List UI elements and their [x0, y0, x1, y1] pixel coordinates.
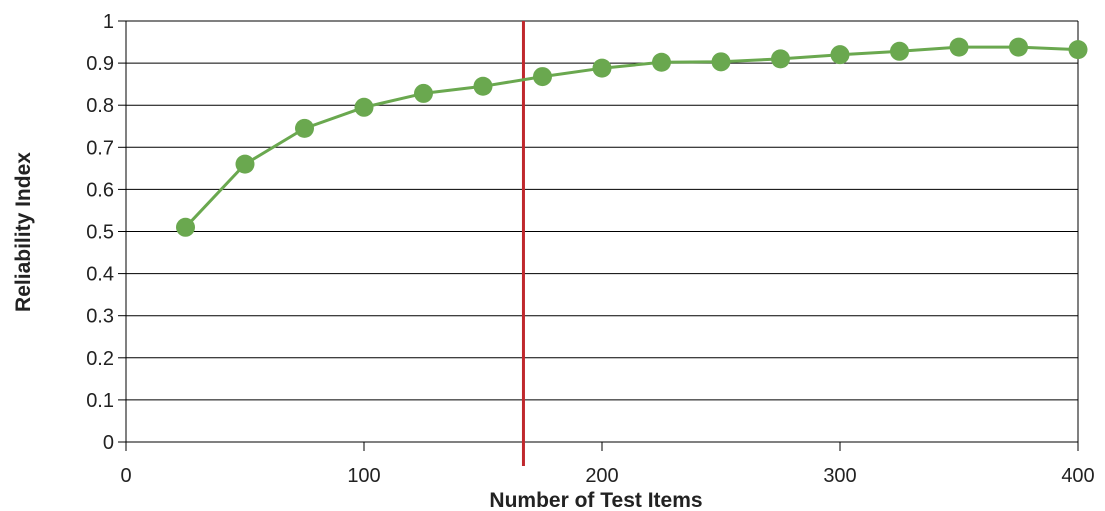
data-point [652, 52, 671, 72]
data-point [1009, 37, 1028, 57]
x-axis-title: Number of Test Items [489, 489, 702, 511]
y-tick-label: 1 [103, 11, 114, 33]
gridlines [126, 20, 1078, 443]
data-point [473, 76, 493, 96]
y-tick-label: 0.7 [86, 137, 114, 159]
data-point [949, 37, 969, 57]
x-tick-label: 200 [585, 465, 618, 487]
data-point [295, 118, 314, 138]
data-point [176, 217, 195, 237]
data-point [890, 41, 909, 61]
y-axis-title: Reliability Index [12, 152, 35, 312]
y-tick-label: 0.3 [86, 306, 114, 328]
series-layer [176, 37, 1088, 237]
y-tick-label: 0.5 [86, 222, 114, 244]
y-tick-label: 0.1 [86, 390, 114, 412]
y-tick-label: 0.6 [86, 179, 114, 201]
x-tick-label: 300 [823, 465, 856, 487]
y-tick-label: 0.9 [86, 53, 114, 75]
series-line [184, 45, 1079, 229]
data-point [414, 83, 433, 103]
x-tick-label: 0 [120, 465, 131, 487]
x-tick-label: 400 [1061, 465, 1094, 487]
data-point [533, 67, 552, 87]
data-point [711, 52, 731, 72]
data-point [830, 45, 850, 65]
data-point [592, 58, 612, 78]
data-point [771, 49, 790, 69]
y-tick-label: 0.2 [86, 348, 114, 370]
x-tick-label: 100 [347, 465, 380, 487]
data-point [1068, 40, 1088, 60]
axes: 0 0.1 0.2 0.3 0.4 0.5 0.6 0.7 0.8 0.9 1 0 100 200 300 4… [86, 11, 1095, 487]
data-point [354, 97, 374, 117]
y-tick-label: 0.8 [86, 95, 114, 117]
data-point [235, 154, 255, 174]
y-tick-label: 0 [103, 432, 114, 454]
y-tick-label: 0.4 [86, 264, 114, 286]
